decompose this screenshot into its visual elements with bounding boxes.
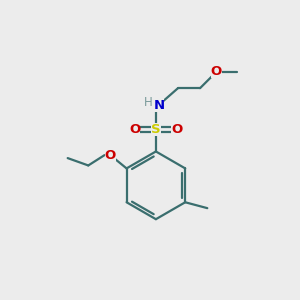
- Text: O: O: [129, 123, 140, 136]
- Text: S: S: [151, 123, 161, 136]
- Text: H: H: [144, 96, 153, 109]
- Text: O: O: [105, 149, 116, 162]
- Text: O: O: [211, 65, 222, 79]
- Text: O: O: [172, 123, 183, 136]
- Text: N: N: [153, 99, 164, 112]
